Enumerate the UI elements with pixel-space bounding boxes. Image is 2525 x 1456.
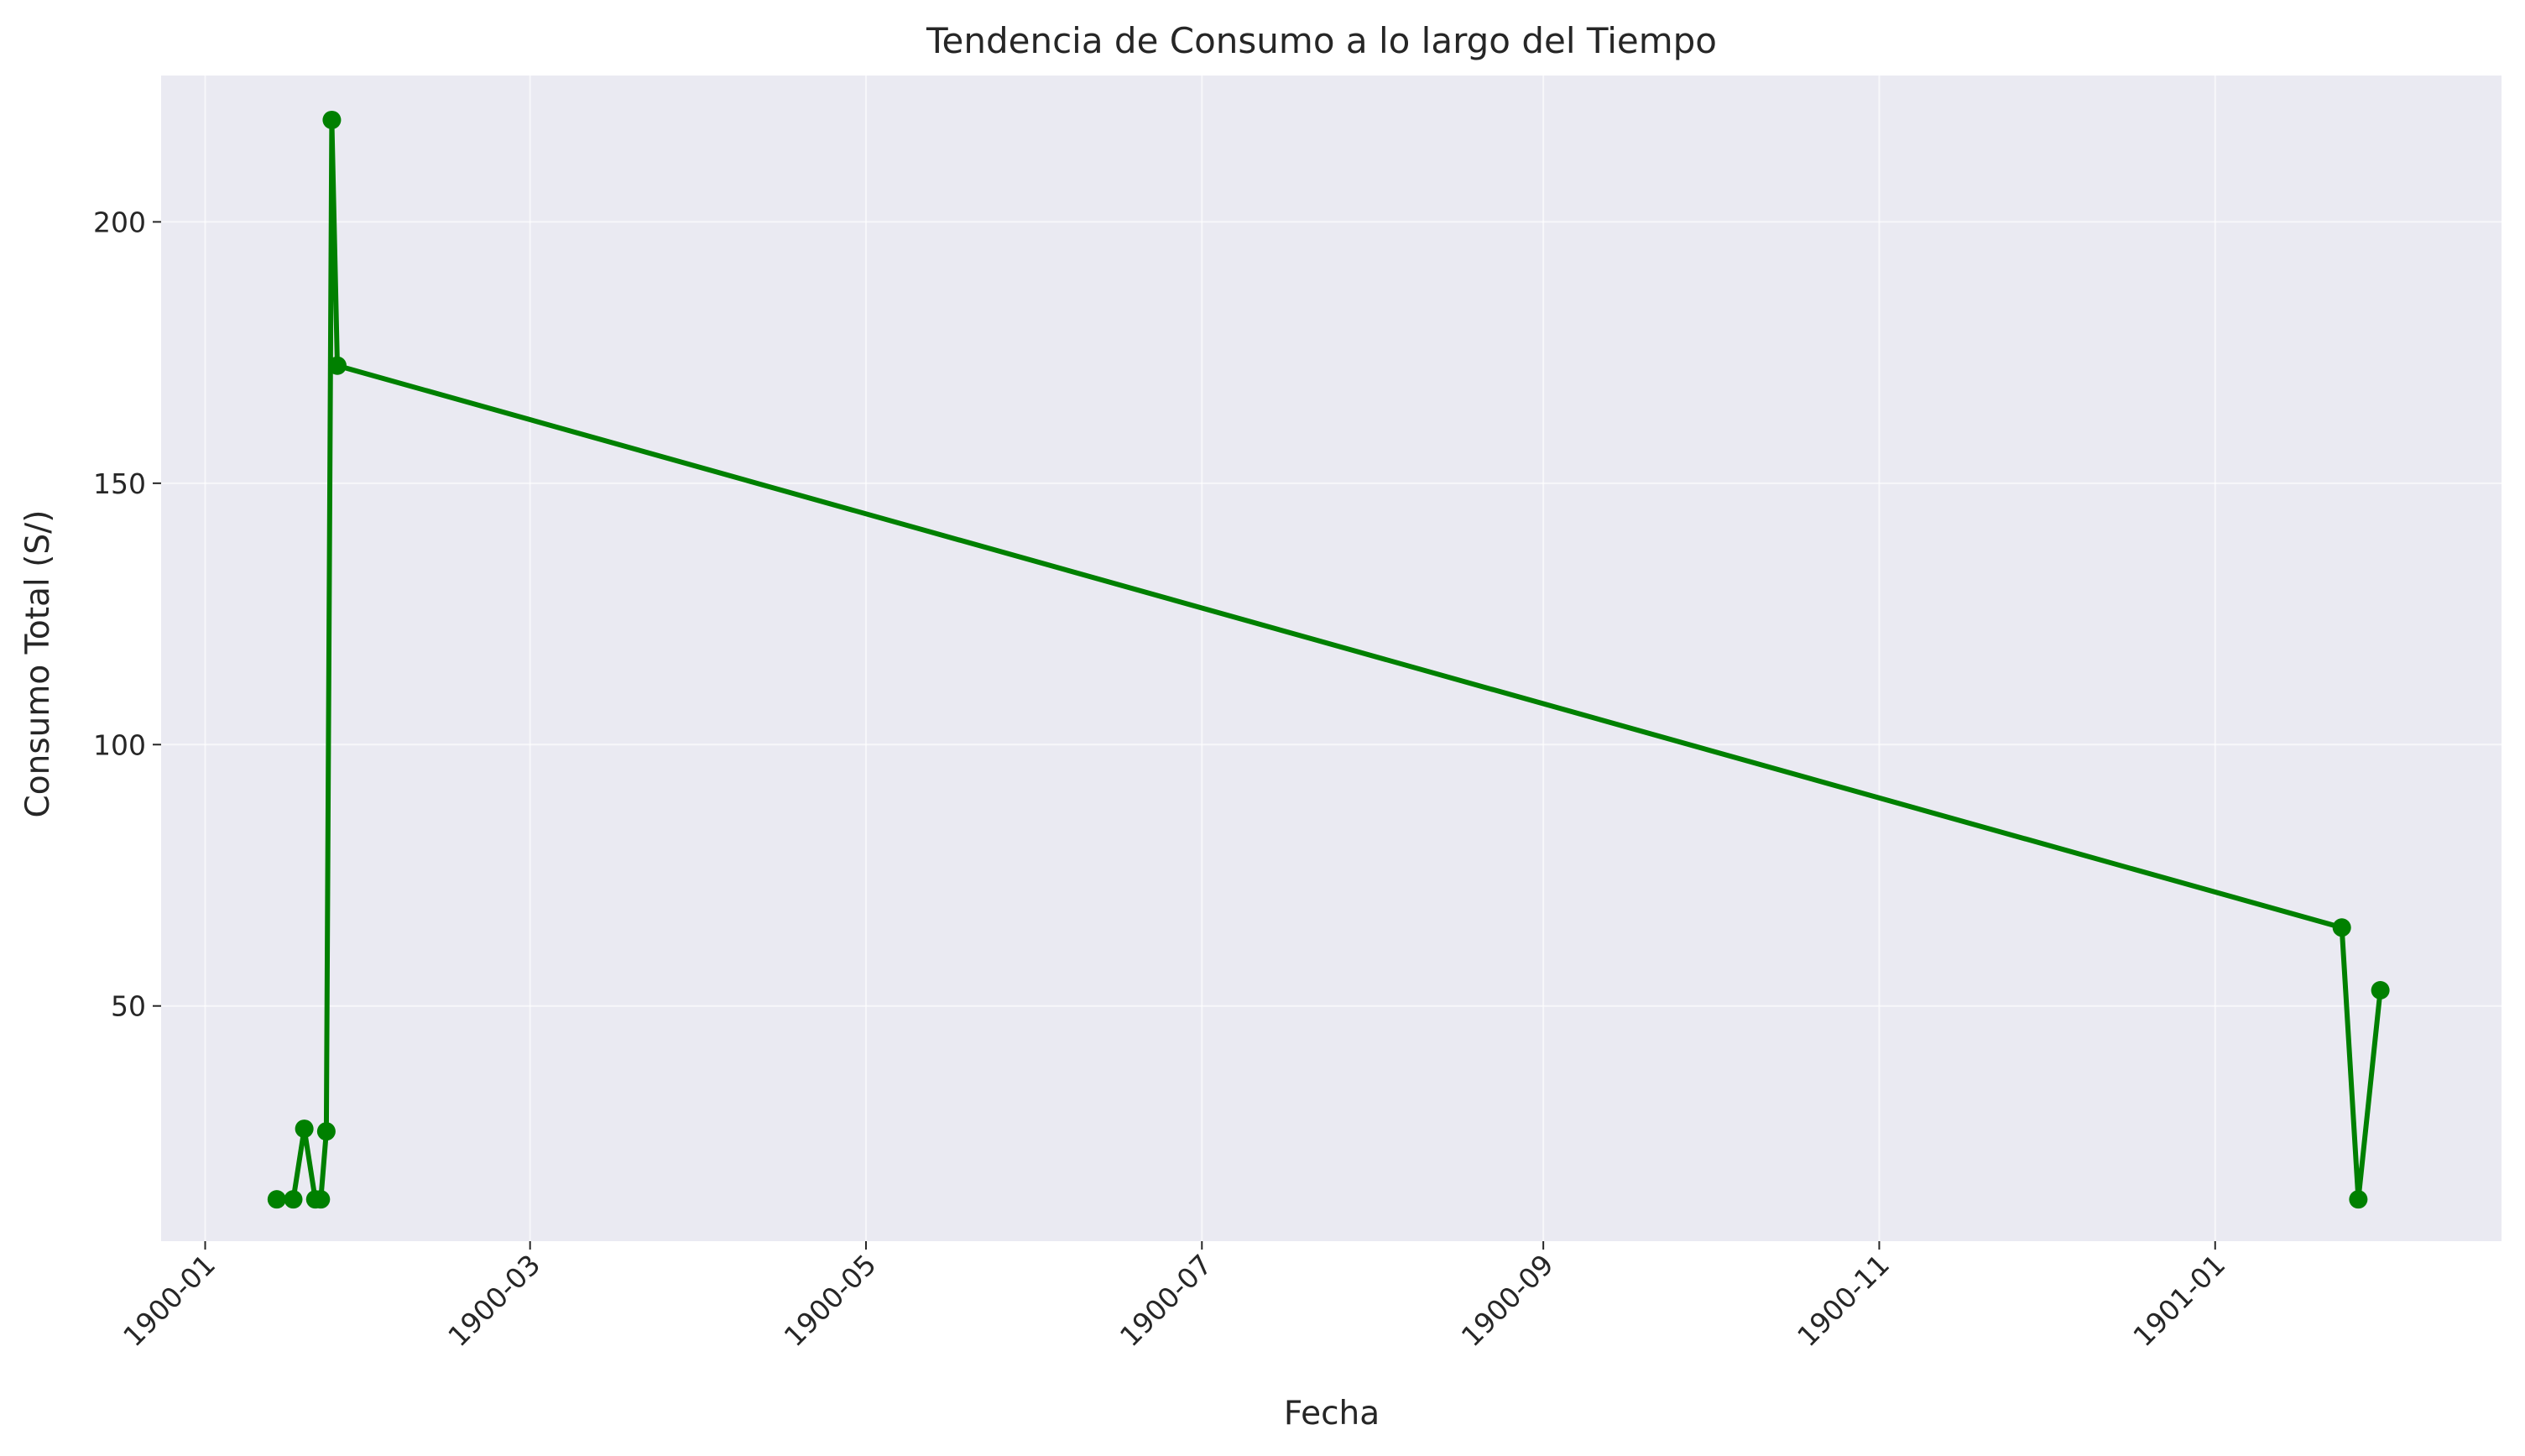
data-point	[2332, 918, 2351, 937]
chart-title: Tendencia de Consumo a lo largo del Tiem…	[926, 20, 1717, 61]
y-axis-label: Consumo Total (S/)	[19, 510, 57, 818]
data-point	[2371, 981, 2390, 1000]
data-point	[284, 1190, 303, 1209]
data-point	[2349, 1190, 2368, 1209]
y-tick-label: 100	[93, 728, 146, 761]
x-tick-label: 1900-07	[1114, 1248, 1218, 1353]
data-point	[267, 1190, 286, 1209]
x-axis-ticks: 1900-01 1900-03 1900-05 1900-07 1900-09 1900-…	[117, 1241, 2231, 1353]
y-axis-ticks: 50 100 150 200	[93, 206, 161, 1023]
x-tick-label: 1900-01	[117, 1248, 222, 1353]
data-point	[295, 1119, 314, 1139]
grid	[161, 76, 2502, 1241]
x-tick-label: 1901-01	[2126, 1248, 2231, 1353]
x-axis-label: Fecha	[1284, 1395, 1380, 1433]
x-tick-label: 1900-09	[1455, 1248, 1560, 1353]
y-tick-label: 150	[93, 467, 146, 500]
x-tick-label: 1900-03	[441, 1248, 546, 1353]
data-point	[311, 1190, 331, 1209]
series-markers	[267, 110, 2390, 1209]
x-tick-label: 1900-05	[778, 1248, 883, 1353]
x-tick-label: 1900-11	[1791, 1248, 1896, 1353]
data-point	[322, 110, 342, 129]
plot-area	[161, 76, 2502, 1241]
data-point	[327, 356, 347, 375]
y-tick-label: 50	[111, 990, 146, 1023]
data-point	[316, 1122, 336, 1141]
y-tick-label: 200	[93, 206, 146, 238]
